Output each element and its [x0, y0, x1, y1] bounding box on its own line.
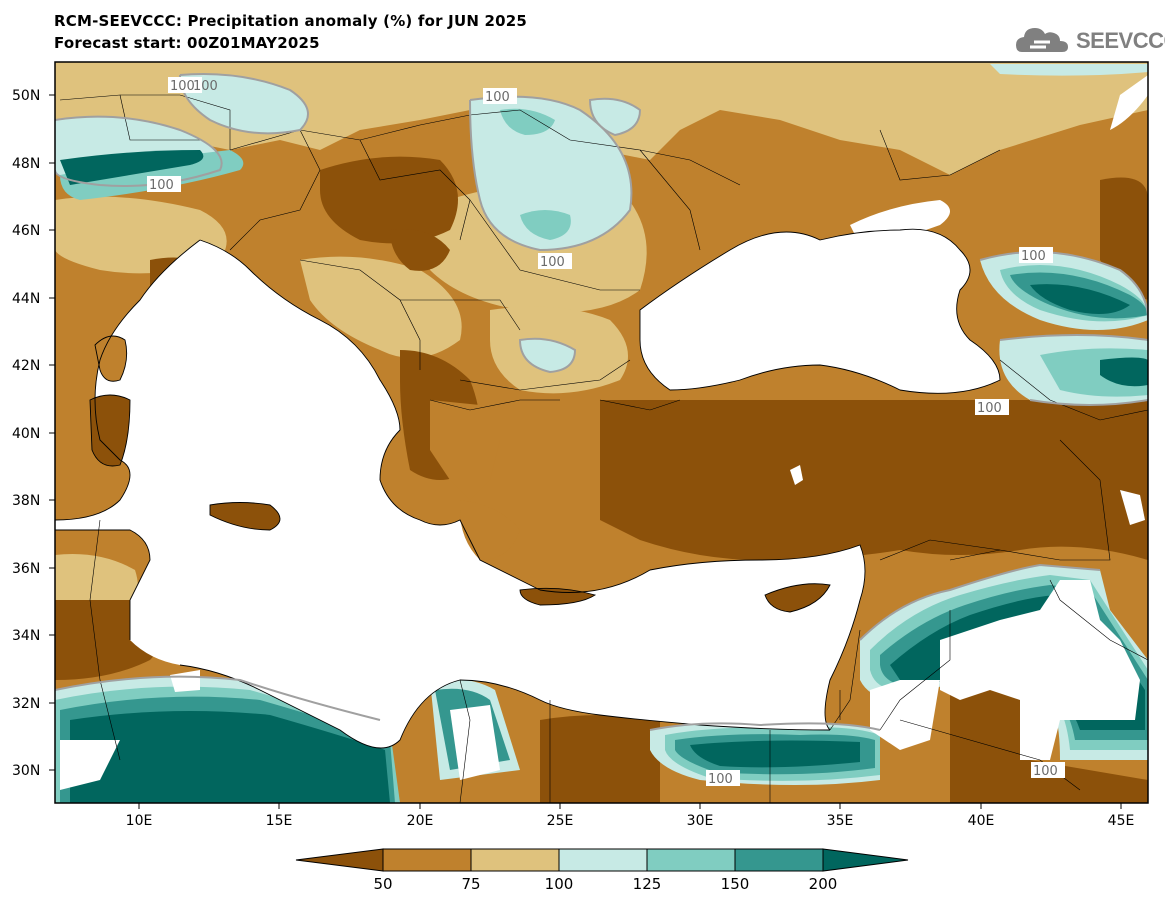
longitude-labels: 10E 15E 20E 25E 30E 35E 40E 45E: [126, 813, 1135, 829]
forecast-start-label: Forecast start: 00Z01MAY2025: [54, 34, 320, 52]
contour-label: 100: [1021, 249, 1046, 264]
contour-label-bg: [483, 88, 517, 104]
lat-label: 42N: [12, 358, 40, 374]
contour-label-bg: [147, 176, 181, 192]
contour-label: 100: [708, 772, 733, 787]
lat-label: 38N: [12, 493, 40, 509]
lon-label: 15E: [266, 813, 293, 829]
colorbar-swatch-above-200: [822, 848, 909, 872]
colorbar-swatch-75-100: [470, 848, 560, 872]
lat-label: 48N: [12, 156, 40, 172]
colorbar-labels: 50 75 100 125 150 200: [373, 875, 837, 893]
colorbar-swatch-150-200: [734, 848, 824, 872]
colorbar-swatch-50-75: [382, 848, 472, 872]
contour-label-bg: [1031, 762, 1065, 778]
contour-label: 100: [1033, 764, 1058, 779]
lat-label: 44N: [12, 291, 40, 307]
contour-label-bg: [975, 399, 1009, 415]
colorbar-swatch-below-50: [295, 848, 384, 872]
lat-label: 30N: [12, 763, 40, 779]
lon-label: 35E: [827, 813, 854, 829]
colorbar-swatch-100-125: [558, 848, 648, 872]
contour-label-bg: [706, 770, 740, 786]
lon-label: 10E: [126, 813, 153, 829]
contour-label: 100: [149, 178, 174, 193]
lon-label: 40E: [968, 813, 995, 829]
latitude-labels: 50N 48N 46N 44N 42N 40N 38N 36N 34N 32N …: [12, 88, 40, 779]
colorbar: [295, 848, 909, 872]
colorbar-label: 125: [633, 875, 662, 893]
lon-label: 45E: [1108, 813, 1135, 829]
lon-label: 20E: [407, 813, 434, 829]
contour-label-bg: [1019, 247, 1053, 263]
lat-label: 50N: [12, 88, 40, 104]
lat-label: 32N: [12, 696, 40, 712]
axis-ticks: [49, 94, 1122, 809]
contour-label: 100: [977, 401, 1002, 416]
logo-text: SEEVCCC: [1076, 28, 1165, 53]
lat-label: 46N: [12, 223, 40, 239]
cloud-icon: [1016, 28, 1068, 52]
colorbar-label: 75: [461, 875, 480, 893]
chart-title: RCM-SEEVCCC: Precipitation anomaly (%) f…: [54, 12, 528, 30]
colorbar-label: 50: [373, 875, 392, 893]
map-fill-layer: [55, 62, 1148, 803]
seevccc-logo: SEEVCCC: [1016, 22, 1165, 56]
colorbar-label: 200: [809, 875, 838, 893]
country-borders: [59, 94, 1148, 803]
colorbar-label: 100: [545, 875, 574, 893]
lat-label: 34N: [12, 628, 40, 644]
contour-label-bg: [168, 77, 202, 93]
lon-label: 25E: [547, 813, 574, 829]
lat-label: 40N: [12, 426, 40, 442]
contour-100-lines: [55, 73, 1148, 731]
lat-label: 36N: [12, 561, 40, 577]
contour-label: 100: [193, 79, 218, 94]
colorbar-swatch-125-150: [646, 848, 736, 872]
contour-label: 100: [170, 79, 195, 94]
colorbar-label: 150: [721, 875, 750, 893]
contour-label: 100: [540, 255, 565, 270]
contour-labels: 100 100 100 100 100 100 100 100 100: [147, 77, 1065, 787]
contour-label: 100: [485, 90, 510, 105]
contour-label-bg: [538, 253, 572, 269]
lon-label: 30E: [687, 813, 714, 829]
